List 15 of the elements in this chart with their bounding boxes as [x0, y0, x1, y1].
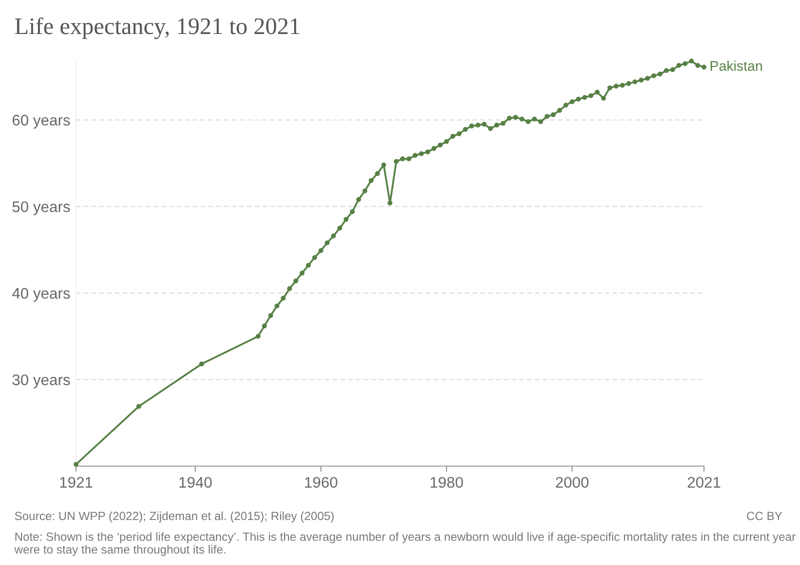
y-tick-label: 30 years — [12, 374, 70, 388]
text: Note: Shown is the ‘period life expectancy’. This is the average number of years a newborn would live if age-specific mortality rates in the current year were to stay the same throughout its life. — [14, 532, 796, 556]
y-tick-label: 40 years — [12, 288, 70, 302]
y-tick-label: 60 years — [12, 114, 70, 129]
x-tick-label: 1980 — [430, 476, 463, 488]
text: CC BY — [746, 512, 782, 520]
series-label: Pakistan — [710, 60, 762, 71]
x-tick-label: 1960 — [305, 476, 338, 488]
source-note: Source: UN WPP (2022); Zijdeman et al. (2015); Riley (2005) — [14, 511, 334, 522]
x-tick-label: 1921 — [60, 476, 92, 488]
x-tick-label: 1940 — [179, 476, 212, 488]
chart-title: Life expectancy, 1921 to 2021 — [15, 17, 300, 40]
x-tick-label: 2000 — [556, 476, 589, 488]
x-tick-label: 2021 — [688, 476, 720, 488]
y-tick-label: 50 years — [12, 201, 70, 216]
